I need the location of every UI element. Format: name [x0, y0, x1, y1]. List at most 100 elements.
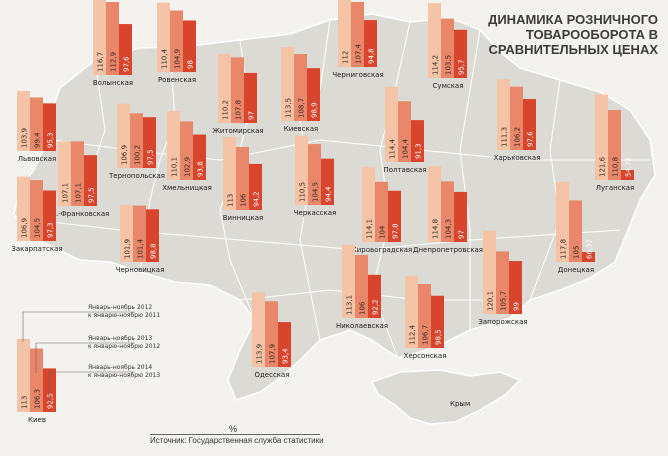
- bar: [84, 155, 97, 206]
- bar: [17, 176, 30, 241]
- bar: [510, 86, 523, 150]
- bar-value-label: 91,3: [415, 143, 423, 159]
- legend-leader-line: [22, 311, 135, 342]
- bar: [496, 251, 509, 314]
- bar: [428, 3, 441, 78]
- bar: [295, 135, 308, 205]
- bar-value-label: 101,4: [137, 238, 145, 259]
- region-label: Николаевская: [336, 322, 388, 330]
- bar-value-label: 113: [227, 194, 235, 207]
- bar: [143, 117, 156, 168]
- bar: [582, 252, 595, 262]
- bar: [30, 97, 43, 151]
- bar-value-label: 98,8: [150, 243, 158, 259]
- bar: [180, 121, 193, 180]
- region-group: 113,5 108,7 98,9 Киевская: [281, 47, 320, 133]
- bar-value-label: 97,3: [47, 222, 55, 238]
- bar-value-label: 108,7: [298, 98, 306, 118]
- bar: [183, 20, 196, 72]
- bar-value-label: 111,3: [501, 127, 509, 147]
- bar: [43, 190, 56, 241]
- bar-value-label: 114,8: [432, 219, 440, 239]
- bar-value-label: 113: [21, 396, 29, 409]
- bar-value-label: 112: [342, 51, 350, 64]
- bar-value-label: 95,7: [458, 59, 466, 75]
- bar-value-label: 97,5: [88, 187, 96, 203]
- bar: [231, 57, 244, 124]
- bar: [218, 53, 231, 123]
- legend-leader-line: [48, 371, 135, 402]
- region-label: Луганская: [596, 184, 635, 192]
- region-label: Черниговская: [332, 71, 383, 79]
- legend-entry-line2: к январю-ноябрю 2013: [88, 372, 160, 379]
- bar: [621, 170, 634, 180]
- legend-entry: Январь-ноябрь 2014: [88, 364, 152, 371]
- bar: [146, 209, 159, 262]
- bar: [342, 244, 355, 318]
- source-divider: [150, 434, 320, 435]
- bar-value-label: 100,2: [134, 145, 142, 165]
- bar: [441, 181, 454, 242]
- bar: [249, 163, 262, 210]
- bar: [308, 144, 321, 205]
- bar-value-label: 107,8: [235, 100, 243, 120]
- bar-value-label: 121,6: [599, 156, 607, 177]
- bar: [106, 2, 119, 75]
- region-group: 110,5 104,5 94,4 Черкасская: [294, 135, 337, 217]
- bar-value-label: 94,8: [368, 48, 376, 64]
- bar: [362, 167, 375, 242]
- bar-value-label: 105,7: [500, 291, 508, 311]
- region-label: Одесская: [254, 371, 289, 379]
- bar-value-label: 104: [379, 225, 387, 239]
- bar-value-label: 110,8: [612, 157, 620, 177]
- region-group: 114,4 104,4 91,3 Полтавская: [383, 86, 427, 174]
- bar: [428, 166, 441, 242]
- bar: [281, 47, 294, 121]
- region-group: 106,9 104,5 97,3 Закарпатская: [11, 176, 63, 253]
- bar-value-label: 110,2: [222, 100, 230, 120]
- region-group: 114,2 103,5 95,7 Сумская: [428, 3, 467, 90]
- bar-value-label: 106,7: [422, 325, 430, 345]
- region-label: Киев: [28, 416, 46, 424]
- bar-value-label: 98: [187, 60, 195, 69]
- region-group: 113 106 94,2 Винницкая: [223, 136, 263, 222]
- region-label: Кировоградская: [352, 246, 412, 254]
- bar: [385, 86, 398, 162]
- bar: [351, 1, 364, 67]
- bar: [497, 79, 510, 150]
- bar: [193, 134, 206, 180]
- region-label: Хмельницкая: [162, 184, 212, 192]
- bar: [294, 54, 307, 121]
- bar: [58, 141, 71, 206]
- bar-value-label: 113,9: [256, 344, 264, 364]
- bar-value-label: 114,4: [389, 138, 397, 159]
- bar: [120, 204, 133, 262]
- bar-value-label: 113,1: [346, 295, 354, 315]
- bar-value-label: 104,3: [445, 219, 453, 239]
- region-group: 114,1 104 97,8 Кировоградская: [352, 167, 412, 254]
- bar-value-label: 92,5: [47, 393, 55, 409]
- region-label: Сумская: [433, 82, 464, 90]
- legend-entry-line2: к январю-ноябрю 2012: [88, 343, 160, 350]
- region-label: Днепропетровская: [413, 246, 483, 254]
- bar: [454, 191, 467, 242]
- bar-value-label: 104,5: [312, 182, 320, 202]
- bar: [117, 103, 130, 168]
- bar: [569, 200, 582, 262]
- bar: [431, 295, 444, 348]
- bar-value-label: 106,9: [21, 218, 29, 238]
- chart-title: ДИНАМИКА РОЗНИЧНОГО ТОВАРООБОРОТА В СРАВ…: [488, 12, 658, 57]
- region-label: Харьковская: [494, 154, 541, 162]
- bar: [170, 10, 183, 73]
- legend-leader-line: [35, 342, 135, 373]
- region-label: Тернопольская: [108, 172, 165, 180]
- region-label: Закарпатская: [11, 245, 62, 253]
- bar-value-label: 97,6: [527, 131, 535, 147]
- bar: [364, 20, 377, 68]
- bar-value-label: 93,4: [282, 348, 290, 364]
- bar: [405, 275, 418, 348]
- region-label: Львовская: [18, 155, 57, 163]
- region-label: Черкасская: [294, 209, 337, 217]
- bar: [368, 274, 381, 318]
